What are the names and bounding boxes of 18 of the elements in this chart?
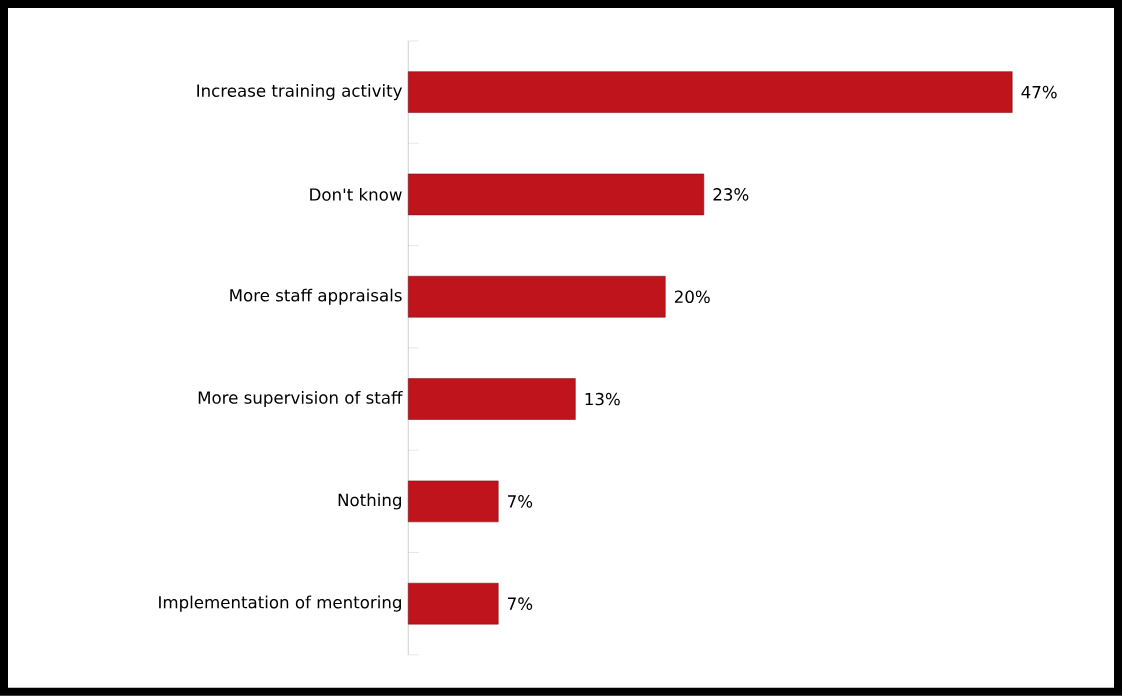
data-label: 47%: [1021, 85, 1057, 99]
bar: [408, 173, 705, 216]
data-label: 13%: [585, 392, 620, 406]
y-tick-label: Nothing: [338, 493, 401, 510]
data-label: 7%: [508, 495, 533, 508]
bar: [408, 71, 1013, 113]
y-tick-label: Increase training activity: [197, 84, 402, 101]
y-tick-label: More staff appraisals: [230, 288, 402, 305]
y-tick-label: More supervision of staff: [198, 391, 403, 408]
y-tick-label: Implementation of mentoring: [159, 595, 401, 612]
data-label: 20%: [674, 290, 710, 304]
bar: [408, 378, 576, 420]
bar: [408, 276, 666, 318]
data-label: 7%: [508, 597, 533, 611]
data-label: 23%: [713, 188, 749, 201]
y-tick-label: Don't know: [310, 188, 402, 201]
bar: [408, 583, 499, 625]
bar: [408, 480, 499, 523]
